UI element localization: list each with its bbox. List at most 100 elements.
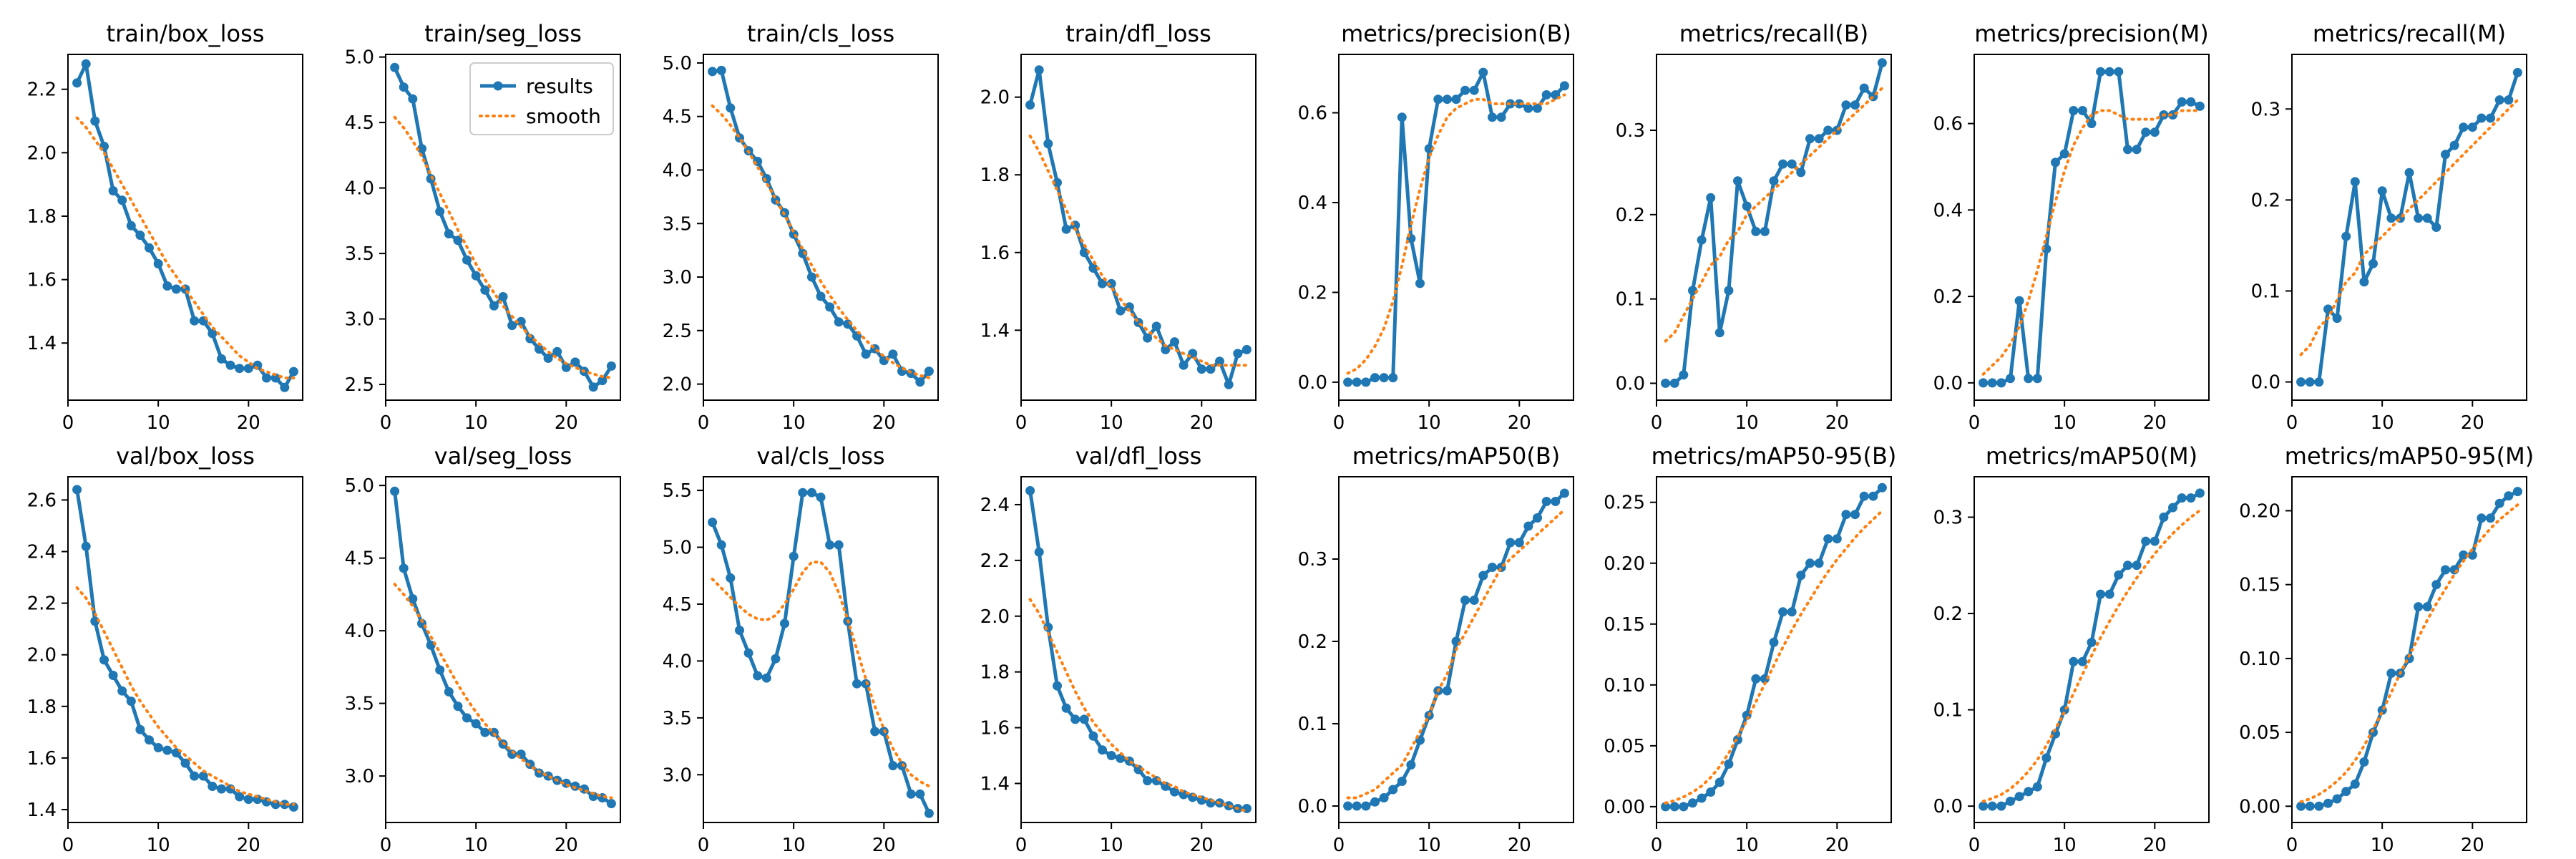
subplot-title: metrics/mAP50(M) xyxy=(1986,442,2197,470)
data-point xyxy=(2177,97,2187,107)
data-point xyxy=(1098,745,1107,755)
data-point xyxy=(1859,83,1869,93)
data-point xyxy=(1706,787,1716,797)
data-point xyxy=(2305,377,2315,387)
y-tick-label: 0.05 xyxy=(1604,736,1645,757)
data-point xyxy=(2150,127,2160,137)
data-point xyxy=(1397,112,1407,122)
smooth-series-line xyxy=(1664,87,1884,343)
data-point xyxy=(462,255,472,265)
x-tick-label: 0 xyxy=(380,835,392,856)
data-point xyxy=(1206,364,1216,374)
data-point xyxy=(1987,801,1997,811)
axes-frame xyxy=(1338,476,1574,823)
axes-frame xyxy=(703,54,939,401)
data-point xyxy=(399,82,409,92)
data-point xyxy=(2014,792,2024,802)
y-tick-label: 3.5 xyxy=(345,243,374,265)
data-point xyxy=(1025,486,1035,495)
data-point xyxy=(135,230,145,241)
data-point xyxy=(2504,491,2514,501)
x-tick-label: 0 xyxy=(1651,835,1663,856)
data-point xyxy=(1170,787,1179,797)
results-series-line xyxy=(1983,491,2201,808)
y-tick-label: 0.10 xyxy=(1604,675,1645,697)
data-point xyxy=(262,373,271,383)
data-point xyxy=(1361,801,1371,811)
data-point xyxy=(924,367,934,377)
data-point xyxy=(1343,801,1353,811)
y-tick-label: 4.5 xyxy=(345,548,374,570)
x-tick-label: 20 xyxy=(1508,412,1531,434)
data-point xyxy=(816,492,826,503)
data-point xyxy=(2305,801,2315,811)
data-point xyxy=(208,329,218,339)
data-point xyxy=(2441,565,2450,575)
y-tick-label: 5.0 xyxy=(663,538,692,559)
data-point xyxy=(180,758,190,768)
x-tick-label: 20 xyxy=(2143,412,2167,434)
x-tick-label: 20 xyxy=(555,835,578,856)
data-point xyxy=(1388,785,1398,795)
y-tick-label: 0.3 xyxy=(1298,549,1327,571)
data-point xyxy=(2359,757,2369,767)
data-point xyxy=(2332,314,2342,324)
data-point xyxy=(2069,106,2079,115)
y-tick-label: 0.00 xyxy=(1604,797,1645,818)
y-tick-label: 1.8 xyxy=(980,662,1010,684)
data-point xyxy=(2077,106,2087,115)
x-tick-label: 10 xyxy=(1418,835,1441,856)
smooth-series-line xyxy=(1028,598,1249,813)
data-point xyxy=(408,594,418,603)
y-tick-label: 1.4 xyxy=(980,773,1010,795)
data-point xyxy=(489,301,499,311)
x-tick-label: 20 xyxy=(1190,412,1214,434)
data-point xyxy=(390,62,400,72)
data-point xyxy=(1688,798,1697,808)
data-point xyxy=(2459,550,2469,560)
data-point xyxy=(2077,656,2087,666)
data-point xyxy=(2467,550,2477,560)
y-tick-label: 0.4 xyxy=(1298,193,1327,214)
legend-results-marker xyxy=(493,81,503,91)
data-point xyxy=(288,367,298,377)
data-point xyxy=(1533,513,1542,523)
data-point xyxy=(2296,801,2306,811)
x-tick-label: 10 xyxy=(464,835,488,856)
subplot-title: val/dfl_loss xyxy=(1075,442,1202,470)
subplot-title: metrics/precision(B) xyxy=(1341,20,1571,47)
data-point xyxy=(135,724,145,734)
data-point xyxy=(1823,534,1833,544)
x-tick-label: 0 xyxy=(698,412,710,434)
subplot-title: metrics/mAP50-95(M) xyxy=(2285,442,2534,470)
smooth-series-line xyxy=(1981,109,2202,376)
subplot-4: train/dfl_loss 0 10 20 1.4 1.6 1.8 2.0 xyxy=(980,20,1257,434)
data-point xyxy=(924,808,934,818)
data-point xyxy=(906,789,916,799)
data-point xyxy=(117,195,127,205)
data-point xyxy=(743,648,753,658)
data-point xyxy=(2368,258,2378,268)
data-point xyxy=(72,485,82,495)
data-point xyxy=(1343,377,1353,387)
data-point xyxy=(1433,94,1443,105)
x-tick-label: 0 xyxy=(1968,412,1981,434)
data-point xyxy=(1814,134,1824,144)
axes-frame xyxy=(1974,476,2210,823)
data-point xyxy=(915,377,925,387)
smooth-series-line xyxy=(1346,508,1566,800)
data-point xyxy=(708,518,718,528)
y-tick-label: 0.00 xyxy=(2239,796,2280,817)
y-tick-label: 0.0 xyxy=(1298,796,1327,817)
axes-frame xyxy=(2291,476,2527,823)
data-point xyxy=(543,354,553,363)
data-point xyxy=(1706,193,1716,203)
data-point xyxy=(1161,344,1171,354)
x-tick-label: 10 xyxy=(1735,412,1759,434)
y-tick-label: 5.5 xyxy=(663,480,692,502)
y-tick-label: 0.3 xyxy=(2251,99,2280,120)
data-point xyxy=(1241,344,1252,354)
legend-smooth-label: smooth xyxy=(526,105,601,128)
y-tick-label: 3.0 xyxy=(663,765,692,786)
data-point xyxy=(1559,488,1569,498)
